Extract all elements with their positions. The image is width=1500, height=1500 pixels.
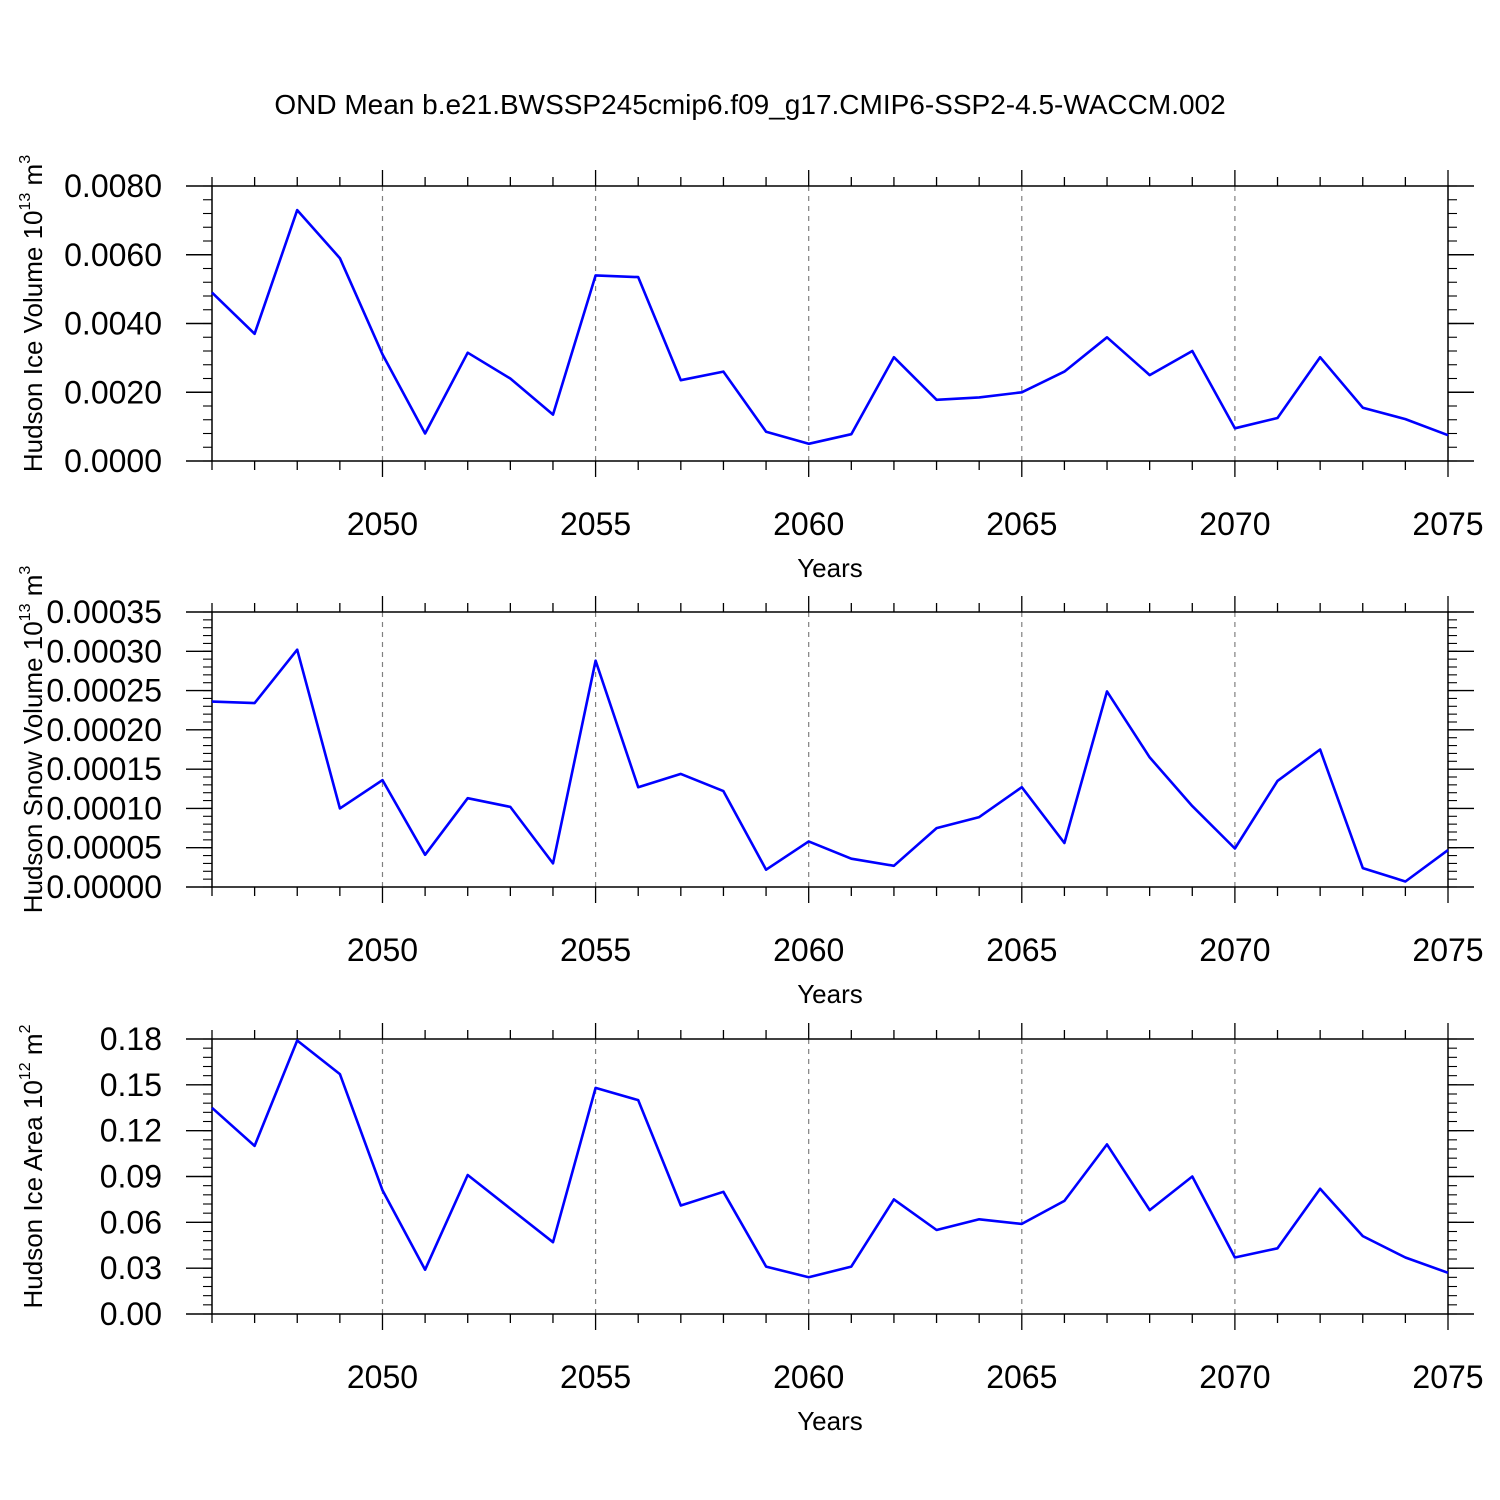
series-line [211, 208, 1449, 446]
y-tick-label: 0.09 [100, 1159, 162, 1195]
y-axis-label: Hudson Snow Volume 1013 m3 [17, 566, 48, 914]
y-tick-label: 0.00000 [46, 869, 162, 905]
x-tick-label: 2075 [1412, 932, 1483, 968]
y-tick-label: 0.15 [100, 1067, 162, 1103]
x-tick-label: 2070 [1199, 1359, 1270, 1395]
y-tick-label: 0.06 [100, 1204, 162, 1240]
x-tick-label: 2050 [347, 506, 418, 542]
y-tick-label: 0.0020 [64, 374, 162, 410]
chart-panel-3: 0.00 0.03 0.06 0.09 0.12 0.15 0.18 2050 2055 2060… [17, 1021, 1484, 1436]
x-axis-label: Years [797, 553, 863, 583]
x-tick-label: 2065 [986, 932, 1057, 968]
chart-panel-1: 0.0000 0.0020 0.0040 0.0060 0.0080 2050 2055 20… [17, 155, 1484, 583]
x-tick-label: 2060 [773, 932, 844, 968]
series-line [211, 648, 1449, 883]
x-axis-label: Years [797, 979, 863, 1009]
x-tick-label: 2055 [560, 506, 631, 542]
y-axis-label: Hudson Ice Area 1012 m2 [17, 1024, 48, 1308]
y-tick-label: 0.0040 [64, 306, 162, 342]
figure-title: OND Mean b.e21.BWSSP245cmip6.f09_g17.CMI… [274, 89, 1225, 120]
plot-frame [211, 185, 1449, 462]
x-tick-label: 2070 [1199, 932, 1270, 968]
x-tick-label: 2060 [773, 1359, 844, 1395]
y-tick-label: 0.00010 [46, 790, 162, 826]
x-tick-label: 2065 [986, 1359, 1057, 1395]
y-tick-label: 0.00030 [46, 633, 162, 669]
y-tick-label: 0.03 [100, 1250, 162, 1286]
y-tick-label: 0.00035 [46, 594, 162, 630]
x-tick-label: 2075 [1412, 1359, 1483, 1395]
y-tick-label: 0.0060 [64, 237, 162, 273]
y-tick-label: 0.0000 [64, 443, 162, 479]
y-tick-label: 0.00005 [46, 830, 162, 866]
series-line [211, 1039, 1449, 1279]
x-tick-label: 2050 [347, 932, 418, 968]
y-tick-label: 0.00025 [46, 673, 162, 709]
plot-frame [211, 611, 1449, 888]
y-tick-label: 0.18 [100, 1021, 162, 1057]
x-tick-label: 2060 [773, 506, 844, 542]
x-tick-label: 2075 [1412, 506, 1483, 542]
y-tick-label: 0.00015 [46, 751, 162, 787]
x-tick-label: 2055 [560, 932, 631, 968]
y-axis-label: Hudson Ice Volume 1013 m3 [17, 155, 48, 472]
x-tick-label: 2065 [986, 506, 1057, 542]
y-tick-label: 0.0080 [64, 168, 162, 204]
y-tick-label: 0.12 [100, 1113, 162, 1149]
y-tick-label: 0.00020 [46, 712, 162, 748]
x-tick-label: 2070 [1199, 506, 1270, 542]
x-tick-label: 2050 [347, 1359, 418, 1395]
y-tick-label: 0.00 [100, 1296, 162, 1332]
x-axis-label: Years [797, 1406, 863, 1436]
panels-group: 0.0000 0.0020 0.0040 0.0060 0.0080 2050 2055 20… [17, 155, 1484, 1436]
x-tick-label: 2055 [560, 1359, 631, 1395]
chart-panel-2: 0.000000.000050.000100.000150.000200.000… [17, 566, 1484, 1009]
